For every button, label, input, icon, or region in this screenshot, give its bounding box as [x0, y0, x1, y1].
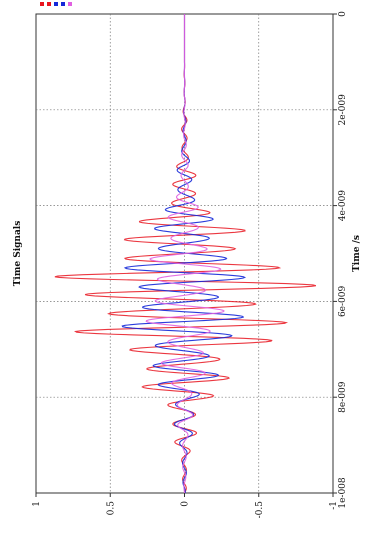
legend [40, 2, 72, 6]
y-tick-label: 0 [181, 501, 191, 507]
legend-marker [61, 2, 65, 6]
y-tick-label: 1 [32, 501, 42, 507]
axes: 0 2e-009 4e-009 6e-009 8e-009 1e-008 1 0.5 0 -0.5… [32, 11, 348, 518]
legend-marker [54, 2, 58, 6]
x-tick-label: 2e-009 [338, 94, 348, 126]
x-tick-label: 1e-008 [338, 477, 348, 509]
y-tick-label: -1 [329, 501, 339, 510]
x-tick-label: 4e-009 [338, 190, 348, 222]
x-tick-label: 6e-009 [338, 285, 348, 317]
chart-title: Time Signals [13, 221, 23, 287]
y-tick-label: 0.5 [106, 501, 116, 516]
legend-marker [68, 2, 72, 6]
series-line [145, 14, 225, 494]
x-tick-label: 8e-009 [338, 381, 348, 413]
legend-marker [40, 2, 44, 6]
x-tick-label: 0 [338, 11, 348, 17]
legend-marker [47, 2, 51, 6]
x-axis-title: Time /s [352, 235, 362, 272]
series-lines [54, 14, 317, 494]
y-tick-label: -0.5 [255, 501, 265, 519]
